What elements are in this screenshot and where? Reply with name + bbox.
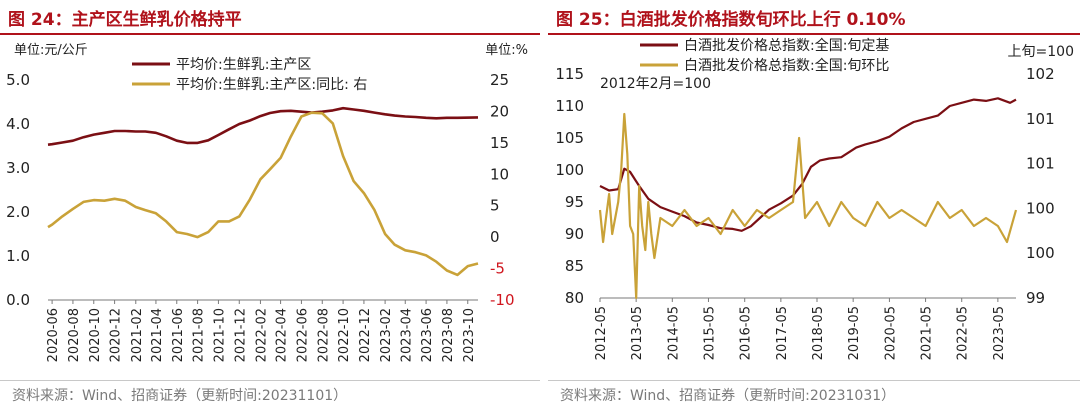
- y-right-tick-label: 100: [1026, 244, 1055, 262]
- x-tick-label: 2020-05: [883, 306, 898, 360]
- x-tick-label: 2022-05: [956, 306, 971, 360]
- x-tick-label: 2020-10: [88, 308, 103, 362]
- y-left-tick-label: 4.0: [6, 115, 30, 133]
- bottom-rule: [0, 380, 540, 381]
- x-tick-label: 2023-10: [462, 308, 477, 362]
- y-right-tick-label: 5: [490, 197, 500, 215]
- x-tick-label: 2017-05: [775, 306, 790, 360]
- y-right-tick-label: 100: [1026, 199, 1055, 217]
- y-right-tick-label: 15: [490, 134, 509, 152]
- y-right-tick-label: 99: [1026, 289, 1045, 307]
- figure-title-text: 主产区生鲜乳价格持平: [71, 10, 242, 30]
- baijiu-index-chart: 上旬=100 2012年2月=100 80 85 90 95 100 105 110 115 99 1…: [555, 37, 1074, 360]
- y-right-tick-label: 0: [490, 228, 500, 246]
- x-tick-label: 2012-05: [594, 306, 609, 360]
- y-left-tick-label: 1.0: [6, 247, 30, 265]
- legend-label: 平均价:生鲜乳:主产区: [176, 57, 311, 73]
- y-right-tick-label: 102: [1026, 65, 1055, 83]
- x-tick-label: 2022-10: [337, 308, 352, 362]
- y-right-unit-label: 单位:%: [485, 43, 528, 58]
- x-tick-label: 2023-02: [379, 308, 394, 362]
- x-tick-label: 2021-10: [212, 308, 227, 362]
- x-tick-label: 2021-02: [130, 308, 145, 362]
- figure-title-bar: 图 24：主产区生鲜乳价格持平: [0, 0, 540, 35]
- figure-number: 图 25: [556, 10, 603, 30]
- y-left-tick-label: 105: [555, 129, 584, 147]
- y-left-tick-label: 5.0: [6, 71, 30, 89]
- milk-price-chart: 单位:元/公斤 单位:% 0.0 1.0 2.0 3.0 4.0 5.0 -10 -5 0 5 10 15…: [6, 43, 528, 362]
- y-right-tick-label: 101: [1026, 110, 1055, 128]
- y-left-tick-label: 100: [555, 161, 584, 179]
- title-rule: [548, 33, 1080, 35]
- bottom-rule: [548, 380, 1080, 381]
- x-tick-label: 2021-04: [150, 308, 165, 362]
- x-tick-label: 2015-05: [702, 306, 717, 360]
- y-left-tick-label: 115: [555, 65, 584, 83]
- x-tick-label: 2022-12: [358, 308, 373, 362]
- x-tick-label: 2018-05: [811, 306, 826, 360]
- y-right-tick-label: -5: [490, 260, 505, 278]
- y-left-unit-label: 单位:元/公斤: [14, 43, 88, 58]
- title-rule: [0, 33, 540, 35]
- y-right-tick-label: 25: [490, 71, 509, 89]
- legend-label: 平均价:生鲜乳:主产区:同比: 右: [176, 77, 367, 93]
- figure-title: 图 24：主产区生鲜乳价格持平: [8, 10, 242, 30]
- x-tick-label: 2019-05: [847, 306, 862, 360]
- x-tick-label: 2023-08: [441, 308, 456, 362]
- figure-panel-milk-price: 图 24：主产区生鲜乳价格持平 单位:元/公斤 单位:% 0.0 1.0 2.0 3.0 4…: [0, 0, 540, 404]
- legend-label: 白酒批发价格总指数:全国:旬环比: [684, 57, 889, 74]
- y-right-tick-label: -10: [490, 291, 515, 309]
- series-line: [47, 106, 479, 146]
- x-tick-label: 2021-08: [192, 308, 207, 362]
- y-right-tick-label: 20: [490, 102, 509, 120]
- y-left-tick-label: 90: [565, 225, 584, 243]
- x-tick-label: 2021-06: [171, 308, 186, 362]
- x-tick-label: 2022-04: [275, 308, 290, 362]
- legend-label: 白酒批发价格总指数:全国:旬定基: [684, 37, 889, 54]
- x-tick-label: 2014-05: [666, 306, 681, 360]
- y-right-tick-label: 10: [490, 165, 509, 183]
- y-left-tick-label: 80: [565, 289, 584, 307]
- x-tick-label: 2021-05: [920, 306, 935, 360]
- x-tick-label: 2020-08: [67, 308, 82, 362]
- x-tick-label: 2020-06: [46, 308, 61, 362]
- figure-panel-baijiu-index: 图 25：白酒批发价格指数旬环比上行 0.10% 上旬=100 2012年2月=1…: [548, 0, 1080, 410]
- x-tick-label: 2023-04: [399, 308, 414, 362]
- x-tick-label: 2022-02: [254, 308, 269, 362]
- figure-number: 图 24: [8, 10, 55, 30]
- source-note: 资料来源：Wind、招商证券（更新时间:20231031）: [560, 388, 896, 404]
- source-note: 资料来源：Wind、招商证券（更新时间:20231101）: [12, 388, 348, 404]
- x-tick-label: 2023-06: [420, 308, 435, 362]
- series-line: [598, 112, 1018, 300]
- x-tick-label: 2016-05: [739, 306, 754, 360]
- series-line: [599, 97, 1017, 232]
- x-tick-label: 2013-05: [630, 306, 645, 360]
- series-line: [47, 111, 479, 277]
- y-left-tick-label: 110: [555, 97, 584, 115]
- chart-annotation: 2012年2月=100: [600, 76, 711, 92]
- figure-title-bar: 图 25：白酒批发价格指数旬环比上行 0.10%: [548, 0, 1080, 35]
- figure-title-text: 白酒批发价格指数旬环比上行 0.10%: [619, 10, 906, 30]
- y-left-tick-label: 2.0: [6, 203, 30, 221]
- y-left-tick-label: 0.0: [6, 291, 30, 309]
- y-right-unit-label: 上旬=100: [1008, 44, 1074, 60]
- y-left-tick-label: 85: [565, 257, 584, 275]
- x-tick-label: 2022-08: [316, 308, 331, 362]
- x-tick-label: 2023-05: [992, 306, 1007, 360]
- y-left-tick-label: 95: [565, 193, 584, 211]
- x-tick-label: 2020-12: [109, 308, 124, 362]
- x-tick-label: 2021-12: [233, 308, 248, 362]
- y-right-tick-label: 101: [1026, 155, 1055, 173]
- y-left-tick-label: 3.0: [6, 159, 30, 177]
- x-tick-label: 2022-06: [295, 308, 310, 362]
- figure-title: 图 25：白酒批发价格指数旬环比上行 0.10%: [556, 10, 906, 30]
